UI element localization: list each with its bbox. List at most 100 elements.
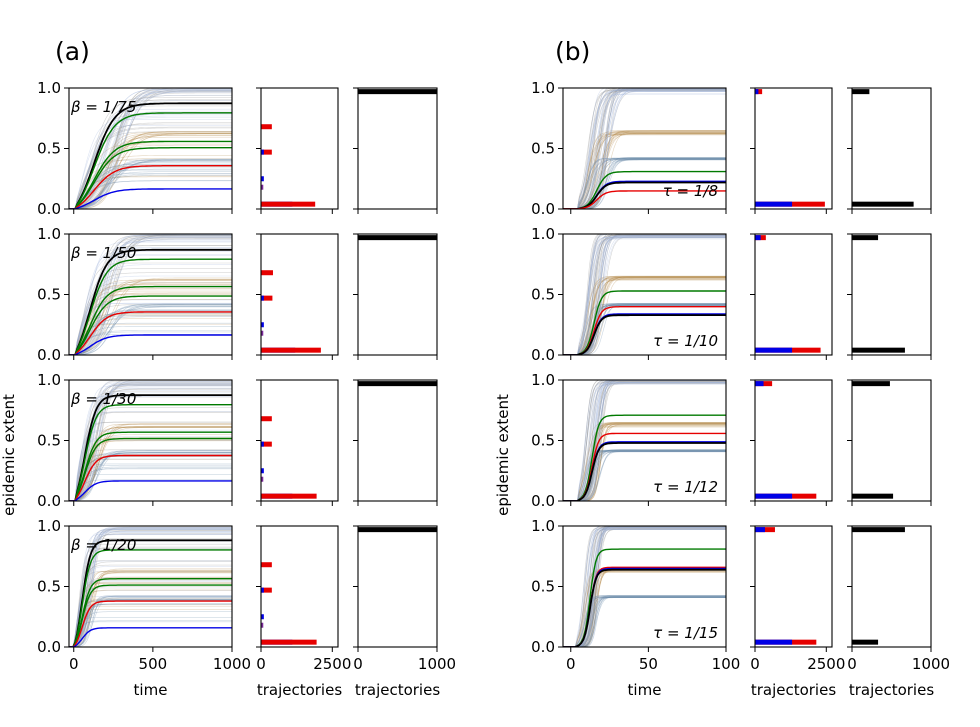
a-line-row0-bundle-trace	[69, 90, 232, 209]
a-line-row0-bundle-trace	[69, 131, 232, 209]
a-line-row1-bundle-trace	[69, 305, 232, 355]
a-mid-row3-bar-red-1	[261, 587, 272, 593]
a-line-row2-bundle-trace	[69, 450, 232, 501]
b-line-row0-bundle-trace	[563, 158, 726, 209]
b-line-row1-bundle-trace	[563, 234, 726, 355]
a-line-row2-ytick-label: 0.5	[37, 432, 61, 450]
a-line-row0-bundle-trace	[69, 89, 232, 209]
b-right-row0-bar-black-1	[852, 201, 914, 207]
b-line-row3-bundle-trace	[563, 526, 726, 647]
b-line-row1-bundle-trace	[563, 279, 726, 355]
b-line-row1-bundle-trace	[563, 235, 726, 355]
a-line-row3-bundle-trace	[69, 529, 232, 647]
b-line-row2-bundle-trace	[563, 382, 726, 501]
b-line-row2-bundle-trace	[563, 449, 726, 501]
a-line-row3-bundle-trace	[69, 530, 232, 647]
a-line-row3-bundle-trace	[69, 548, 232, 647]
a-line-row2-bundle-trace	[69, 388, 232, 501]
a-line-row0-bundle-trace	[69, 160, 232, 209]
b-line-row2-bundle-trace	[563, 382, 726, 501]
a-right-row2-bar-black-0	[358, 381, 437, 387]
a-line-row3-bundle-trace	[69, 609, 232, 647]
b-line-row2-bundle-trace	[563, 382, 726, 501]
a-line-row2-bundle-trace	[69, 381, 232, 501]
b-line-row3-bundle-trace	[563, 526, 726, 647]
b-line-row3-bundle-trace	[563, 526, 726, 647]
b-line-row1-ytick-label: 1.0	[531, 225, 555, 243]
b-line-row2-bundle-trace	[563, 451, 726, 501]
a-line-row1-bundle-trace	[69, 235, 232, 355]
a-line-row1-bundle-trace	[69, 282, 232, 355]
a-line-row1-bundle-trace	[69, 330, 232, 355]
b-line-row3-bundle-trace	[563, 570, 726, 647]
a-line-row1-bundle-trace	[69, 279, 232, 355]
b-line-row3-bundle-trace	[563, 526, 726, 647]
b-line-row1-bundle-trace	[563, 234, 726, 355]
a-mid-row2-bar-purple-4	[261, 476, 264, 482]
a-line-row0-bundle-trace	[69, 176, 232, 209]
a-line-row2-ytick-label: 0.0	[37, 492, 61, 510]
a-line-row2-bundle-trace	[69, 407, 232, 501]
a-line-row2-ytick-label: 1.0	[37, 371, 61, 389]
a-line-row3-bundle-trace	[69, 572, 232, 647]
b-line-row0-bundle-trace	[563, 158, 726, 209]
b-line-row2-curve-black-3	[563, 442, 726, 501]
a-line-row3-bundle-trace	[69, 598, 232, 647]
a-line-row2-bundle-trace	[69, 396, 232, 501]
a-line-row3-bundle-trace	[69, 581, 232, 647]
b-line-row0-bundle-trace	[563, 159, 726, 209]
a-line-row3-bundle-trace	[69, 576, 232, 647]
b-line-row0-bundle-trace	[563, 133, 726, 209]
a-line-row1-bundle-trace	[69, 235, 232, 355]
b-line-row2-bundle-trace	[563, 380, 726, 501]
b-line-row3-annotation: τ = 1/15	[653, 624, 718, 642]
a-line-row3-xtick-label: 1000	[213, 655, 251, 673]
a-mid-row1-bar-purple-4	[261, 330, 264, 336]
a-line-row3-bundle-trace	[69, 582, 232, 647]
a-line-row3-bundle-trace	[69, 568, 232, 647]
a-line-row0-bundle-trace	[69, 105, 232, 209]
a-line-row3-bundle-trace	[69, 531, 232, 647]
a-line-row1-bundle-trace	[69, 326, 232, 355]
b-line-row2-bundle-trace	[563, 423, 726, 501]
a-line-row2-bundle-trace	[69, 440, 232, 501]
a-line-row2-bundle-trace	[69, 436, 232, 501]
a-line-row3-bundle-trace	[69, 526, 232, 647]
a-line-row1-bundle-trace	[69, 294, 232, 355]
b-line-row1-bundle-trace	[563, 237, 726, 355]
b-line-row1-bundle-trace	[563, 236, 726, 355]
a-line-row1-bundle-trace	[69, 235, 232, 355]
a-line-row0-bundle-trace	[69, 125, 232, 209]
a-line-row3-bundle-trace	[69, 577, 232, 647]
a-line-row2-bundle-trace	[69, 450, 232, 501]
b-line-row1-bundle-trace	[563, 236, 726, 355]
a-line-row3-bundle-trace	[69, 603, 232, 647]
a-line-row3-bundle-trace	[69, 570, 232, 647]
a-line-row1-bundle-trace	[69, 241, 232, 355]
a-mid-row2-bar-red-1	[261, 441, 272, 447]
b-line-row0-bundle-trace	[563, 88, 726, 209]
b-line-row0-bundle-trace	[563, 132, 726, 209]
b-line-row1-bundle-trace	[563, 235, 726, 355]
b-line-row1-bundle-trace	[563, 235, 726, 355]
a-mid-row3-bar-blue-3	[261, 614, 264, 620]
a-line-row2-bundle-trace	[69, 456, 232, 501]
a-line-row1-bundle-trace	[69, 236, 232, 355]
b-line-row3-bundle-trace	[563, 529, 726, 647]
a-mid-row2	[256, 379, 339, 506]
a-line-row1-bundle-trace	[69, 304, 232, 355]
b-line-row2-bundle-trace	[563, 382, 726, 501]
b-line-row1-bundle-trace	[563, 277, 726, 355]
a-line-row1-bundle-trace	[69, 304, 232, 355]
b-line-row1-bundle-trace	[563, 276, 726, 355]
a-line-row3-xtick-label: 500	[139, 655, 168, 673]
a-line-row3-bundle-trace	[69, 560, 232, 647]
a-line-row3-bundle-trace	[69, 570, 232, 647]
b-line-row0-bundle-trace	[563, 133, 726, 209]
b-line-row0-bundle-trace	[563, 134, 726, 209]
a-line-row1-bundle-trace	[69, 236, 232, 355]
a-line-row1-bundle-trace	[69, 284, 232, 355]
b-line-row1-traces	[563, 234, 726, 355]
b-line-row2-bundle-trace	[563, 383, 726, 501]
b-line-row2-bundle-trace	[563, 450, 726, 501]
